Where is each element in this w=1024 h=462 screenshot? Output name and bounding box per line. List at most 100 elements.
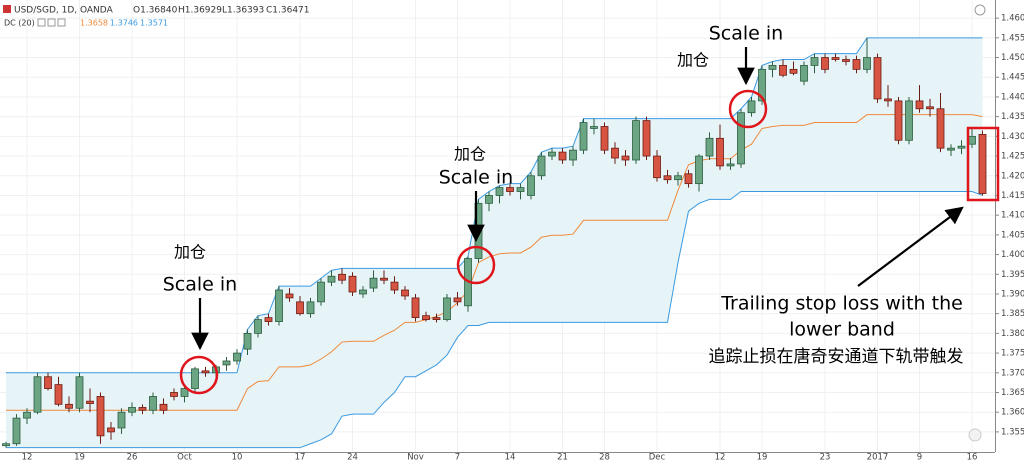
candle-body: [716, 137, 724, 167]
y-tick-label: 1.41000: [1001, 211, 1024, 221]
candle-body: [86, 400, 94, 404]
indicator-name[interactable]: DC (20): [4, 19, 35, 28]
channel-line: [6, 37, 983, 374]
candle-body: [705, 137, 714, 157]
x-tick-label: Dec: [649, 453, 666, 462]
indicator-settings[interactable]: [47, 18, 56, 27]
settings-button[interactable]: [974, 4, 986, 16]
candle-body: [926, 106, 934, 110]
candle-body: [590, 126, 598, 129]
candle-body: [306, 301, 315, 315]
candle-body: [695, 155, 703, 185]
y-tick-label: 1.42500: [1001, 152, 1024, 162]
candle-body: [495, 187, 504, 196]
x-tick-label: 28: [599, 453, 610, 462]
annotation: 加仓: [454, 145, 486, 164]
candle-body: [852, 59, 861, 70]
x-tick-label: 9: [917, 453, 922, 462]
candle-body: [33, 376, 42, 413]
candle-body: [789, 68, 798, 74]
y-tick-label: 1.35500: [1001, 427, 1024, 437]
candle-body: [12, 417, 21, 445]
annotation: lower band: [789, 319, 895, 341]
y-tick-label: 1.38500: [1001, 309, 1024, 319]
channel-line: [6, 191, 983, 449]
candle-body: [600, 126, 609, 151]
y-tick-label: 1.45500: [1001, 33, 1024, 43]
candle-body: [747, 100, 756, 114]
arrow: [857, 206, 964, 287]
candle-body: [128, 407, 136, 413]
y-tick-label: 1.37000: [1001, 368, 1024, 378]
candle-body: [516, 187, 525, 192]
indicator-remove[interactable]: [57, 18, 66, 27]
candle-body: [632, 120, 640, 161]
high-readout: H1.36929: [178, 6, 222, 16]
y-tick-label: 1.36500: [1001, 388, 1024, 398]
x-tick-label: 17: [295, 453, 306, 462]
candle-body: [264, 317, 273, 322]
y-tick-label: 1.36000: [1001, 408, 1024, 418]
candle-body: [369, 277, 378, 289]
candle-body: [873, 57, 882, 100]
x-tick-label: 26: [127, 453, 138, 462]
candle-body: [453, 297, 462, 303]
candle-body: [842, 59, 850, 62]
candle-body: [810, 57, 819, 66]
candle-body: [233, 352, 241, 362]
candle-body: [684, 173, 693, 185]
candle-body: [296, 301, 304, 315]
x-tick-label: 24: [347, 453, 358, 462]
candle-body: [285, 293, 294, 299]
y-tick-label: 1.45000: [1001, 53, 1024, 63]
candle-body: [138, 407, 147, 411]
scroll-button[interactable]: [968, 428, 982, 442]
indicator-toggle[interactable]: [37, 18, 46, 27]
annotation: Scale in: [439, 167, 513, 189]
y-tick-label: 1.43500: [1001, 112, 1024, 122]
candle-body: [569, 149, 577, 161]
candle-body: [338, 273, 346, 281]
candle-body: [359, 289, 367, 295]
candle-body: [548, 151, 556, 157]
y-tick-label: 1.42000: [1001, 171, 1024, 181]
highlight-circle: [179, 355, 219, 395]
indicator-value: 1.3746: [110, 19, 138, 28]
y-tick-label: 1.44500: [1001, 73, 1024, 83]
candle-body: [800, 65, 808, 82]
candle-body: [779, 65, 787, 76]
candle-body: [621, 155, 630, 161]
annotation: Trailing stop loss with the: [720, 293, 963, 315]
y-tick-label: 1.39000: [1001, 289, 1024, 299]
candle-body: [537, 155, 546, 177]
highlight-circle: [456, 245, 496, 285]
candle-body: [653, 155, 661, 179]
candle-body: [485, 195, 493, 204]
y-tick-label: 1.46000: [1001, 14, 1024, 24]
x-tick-label: Oct: [177, 453, 192, 462]
candle-body: [674, 175, 682, 181]
candle-body: [96, 396, 105, 437]
y-tick-label: 1.43000: [1001, 132, 1024, 142]
annotation: 加仓: [677, 51, 709, 70]
y-tick-label: 1.39500: [1001, 270, 1024, 280]
candle-body: [201, 370, 210, 374]
x-tick-label: 19: [74, 453, 85, 462]
x-tick-label: 19: [757, 453, 768, 462]
x-tick-label: 21: [557, 453, 568, 462]
candle-body: [243, 332, 252, 350]
candle-body: [191, 368, 199, 389]
candle-body: [180, 388, 189, 397]
candle-body: [894, 100, 903, 141]
annotation: 加仓: [174, 243, 206, 262]
candle-body: [65, 403, 73, 409]
y-tick-label: 1.38000: [1001, 329, 1024, 339]
x-tick-label: 10: [232, 453, 243, 462]
candle-body: [558, 151, 567, 161]
candle-body: [831, 57, 840, 60]
axes: 1.35500 1.36000 1.36500 1.37000 1.37500 1.380…: [22, 14, 1024, 462]
arrows: [191, 47, 964, 351]
highlights: [179, 89, 1000, 395]
candle-body: [159, 403, 168, 411]
